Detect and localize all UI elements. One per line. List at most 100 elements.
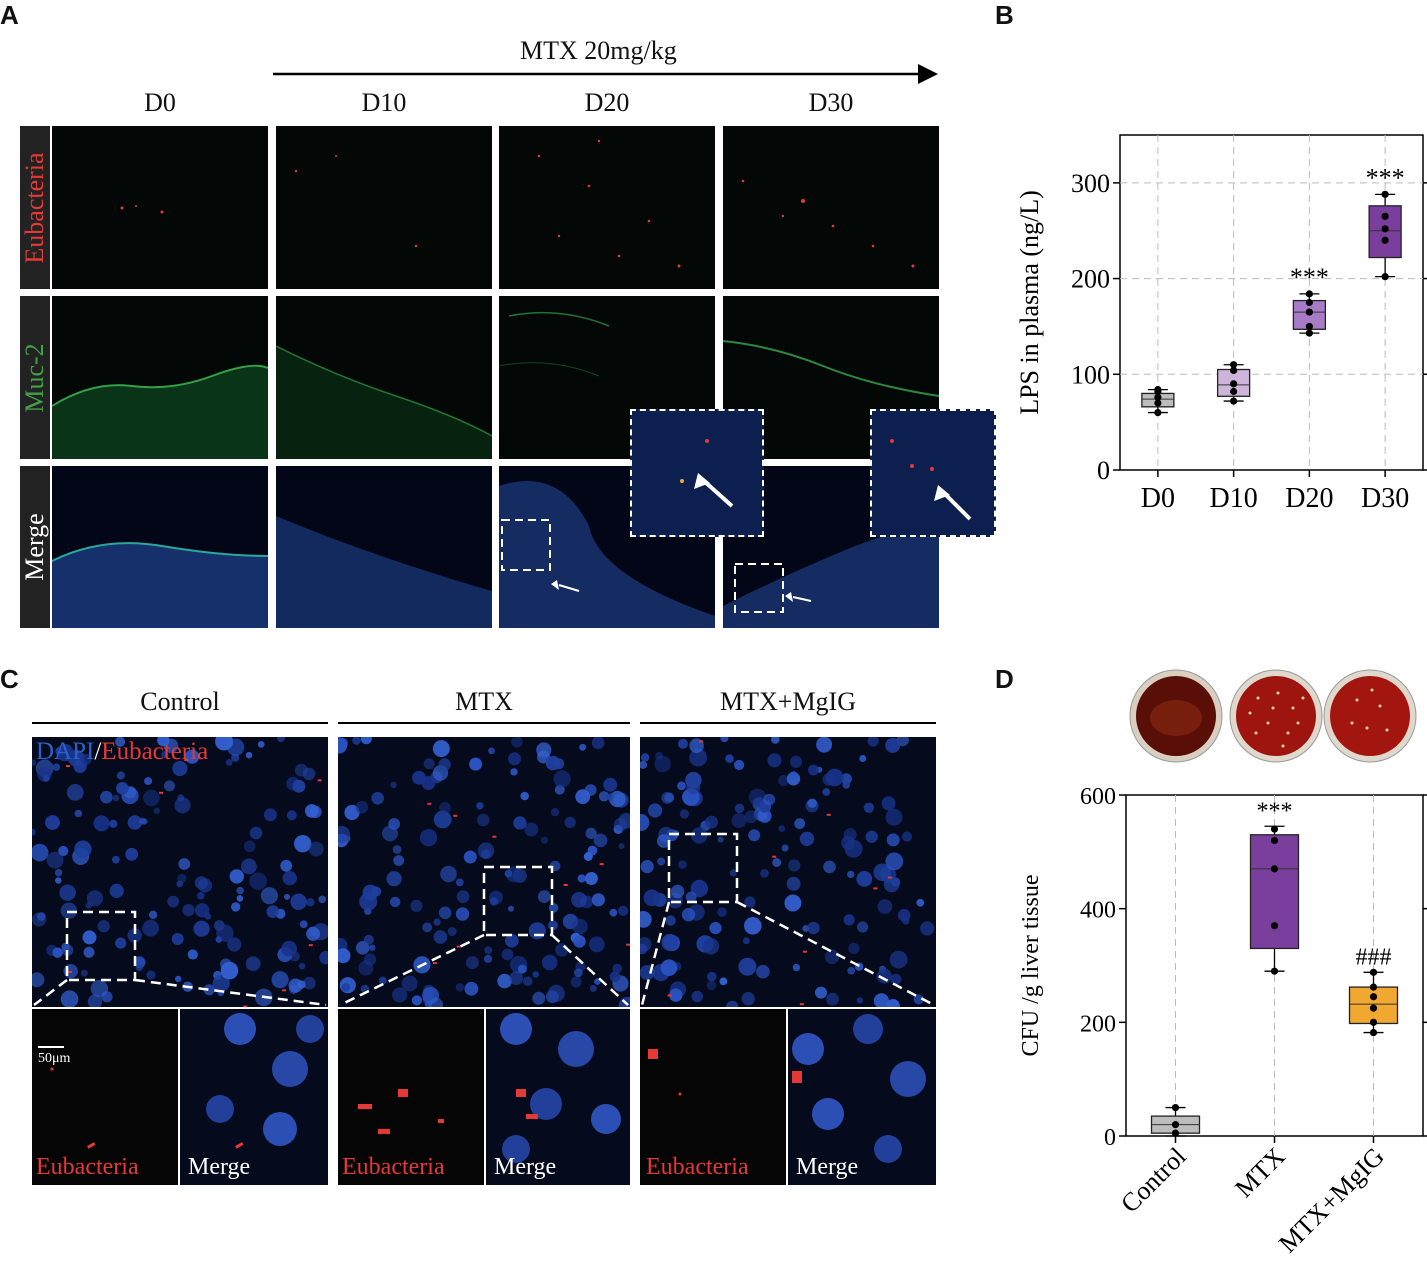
nucleus [277,737,285,743]
nucleus [570,976,582,988]
nucleus [352,737,361,745]
nucleus [74,809,83,818]
zoom-merge-control: Merge [180,1009,328,1185]
y-tick-label: 200 [1080,1011,1116,1037]
nucleus [148,910,158,919]
nucleus [392,987,408,1003]
nucleus [504,869,513,878]
nucleus [257,741,265,748]
nucleus [709,922,722,935]
data-point [1381,236,1389,244]
nucleus [579,743,586,751]
nucleus [294,835,312,853]
liver-image-mtx-mgig [640,737,936,1007]
nucleus [510,768,518,776]
inset-zoom-d20 [630,409,764,537]
micrograph-eubacteria-d20 [499,126,715,289]
nucleus [807,921,820,935]
nucleus [413,956,431,974]
nucleus [171,933,184,945]
data-point [1369,968,1378,976]
data-point [1369,983,1378,991]
nucleus [432,740,450,758]
data-point [1305,290,1313,298]
x-tick-label: MTX+MgIG [1273,1142,1390,1259]
data-point [1171,1121,1180,1129]
data-point [1230,366,1238,375]
nucleus [483,954,493,963]
nucleus [823,860,836,874]
panel-c-label: C [0,664,19,694]
nucleus [412,770,426,785]
nucleus [532,971,539,978]
nucleus [32,843,49,862]
micrograph-merge-d20 [499,466,715,628]
nucleus [85,902,92,909]
nucleus [719,977,728,986]
scale-bar-label: 50μm [38,1051,71,1066]
nucleus [255,988,273,1007]
nucleus [643,889,661,907]
nucleus [463,850,477,864]
group-header-control: Control [140,687,220,716]
micrograph-muc2-d0 [52,296,268,459]
nucleus [706,980,717,991]
nucleus [260,887,278,905]
nucleus [598,791,610,802]
nucleus [857,921,869,933]
nucleus [778,825,786,832]
bacteria-signal [492,835,497,838]
nucleus [304,804,319,818]
nucleus [371,792,384,805]
nucleus [550,808,560,817]
treatment-label: MTX 20mg/kg [520,36,677,65]
nucleus [175,975,182,983]
nucleus [885,737,901,753]
y-tick-label: 300 [1071,169,1110,198]
nucleus [82,930,97,945]
nucleus [789,755,803,768]
nucleus [215,737,234,751]
nucleus [876,968,892,984]
nucleus [660,959,678,976]
nucleus [505,933,519,948]
y-tick-label: 100 [1071,360,1110,389]
liver-image-mtx [338,737,630,1007]
nucleus [744,896,756,908]
nucleus [618,843,625,850]
nucleus [691,990,704,1003]
nucleus [456,890,470,903]
nucleus [794,818,806,830]
nucleus [847,966,856,975]
nucleus [573,935,586,948]
nucleus [284,893,290,900]
nucleus [433,918,441,926]
nucleus [585,827,597,839]
nucleus [388,818,401,830]
nucleus [360,737,372,745]
nucleus [756,964,770,979]
nucleus [55,747,63,755]
nucleus [227,937,242,952]
nucleus [885,852,904,871]
nucleus [167,895,180,908]
nucleus [55,877,62,884]
nucleus [781,844,789,852]
nucleus [363,934,374,945]
nucleus [891,877,901,887]
nucleus [588,936,605,953]
nucleus [792,963,801,972]
nucleus [386,871,402,887]
column-header-d30: D30 [808,88,854,117]
nucleus [32,828,36,836]
data-point [1305,298,1313,307]
nucleus [433,930,448,944]
nucleus [438,906,452,920]
nucleus [553,770,571,788]
nucleus [477,842,495,859]
significance-label: *** [1257,798,1293,824]
nucleus [146,970,156,980]
data-point [1381,190,1389,198]
nucleus [742,937,750,945]
nucleus [583,852,593,861]
